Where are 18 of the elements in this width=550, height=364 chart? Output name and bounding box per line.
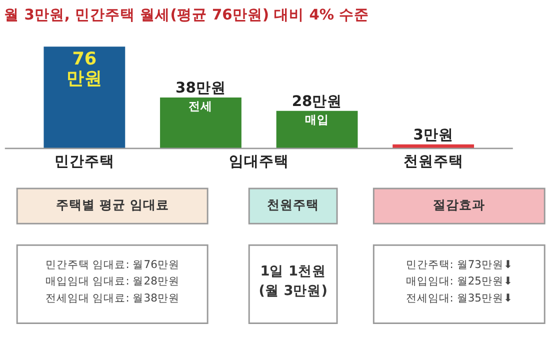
x-tick-label: 민간주택 — [54, 153, 114, 170]
text: 민간주택 임대료: 월76만원 매입임대 임대료: 월28만원 전세임대 임대료: 월38만원 — [45, 258, 180, 304]
bar — [160, 98, 242, 148]
data-label: 76 만원 — [66, 49, 102, 89]
x-tick-label: 매입 — [305, 112, 330, 127]
text: 절감효과 — [433, 196, 486, 212]
text: 1일 1천원 (월 3만원) — [258, 263, 328, 299]
text: 임대주택 — [228, 153, 289, 170]
bar — [44, 46, 126, 148]
text: 천원주택 — [267, 196, 320, 212]
data-label: 38만원 — [176, 80, 226, 97]
bar — [276, 110, 358, 148]
data-label: 3만원 — [413, 126, 454, 144]
chart-title: 월 3만원, 민간주택 월세(평균 76만원) 대비 4% 수준 — [4, 6, 370, 24]
text: 주택별 평균 임대료 — [56, 196, 169, 212]
text: 민간주택: 월73만원⬇ 매입임대: 월25만원⬇ 전세임대: 월35만원⬇ — [406, 258, 512, 304]
x-tick-label: 전세 — [188, 99, 213, 114]
data-label: 28만원 — [292, 93, 342, 110]
